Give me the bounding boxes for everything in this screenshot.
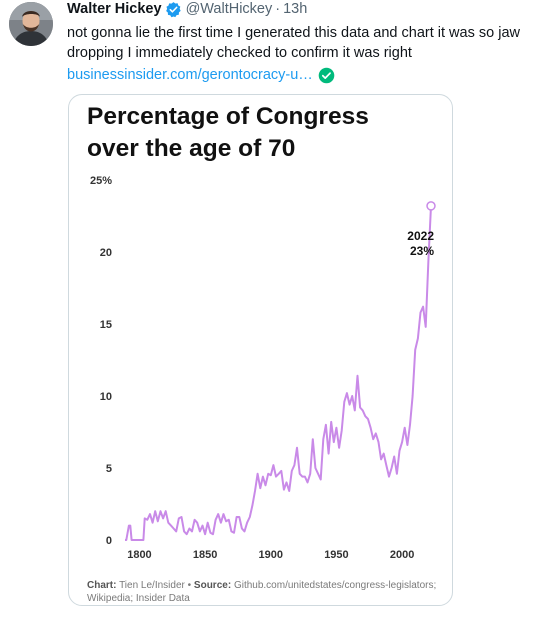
verified-badge-icon [165,1,182,18]
author-name[interactable]: Walter Hickey [67,1,162,17]
author-handle[interactable]: @WaltHickey [185,1,273,17]
latest-point-marker [426,201,436,211]
tweet-timestamp[interactable]: 13h [283,1,308,17]
y-tick-label: 10 [100,391,112,403]
x-tick-label: 1800 [127,549,151,561]
chart-image-card[interactable]: 0 5 10 15 20 25% 1800 1850 1900 1950 2000 2022 23% P… [68,94,453,606]
check-circle-icon [318,67,335,84]
tweet-header: Walter Hickey @WaltHickey · 13h [67,0,537,18]
author-avatar[interactable] [9,2,53,46]
x-tick-label: 1850 [193,549,217,561]
annotation-year-label: 2022 [407,229,434,243]
x-tick-label: 2000 [390,549,414,561]
y-tick-label: 25% [90,175,112,187]
chart-title: Percentage of Congress over the age of 7… [87,103,369,162]
x-tick-label: 1950 [324,549,348,561]
annotation-value-label: 23% [410,244,434,258]
chart-credit-label: Chart: [87,580,117,591]
source-label: Source: [193,580,232,591]
y-tick-label: 0 [106,535,112,547]
tweet-text: not gonna lie the first time I generated… [67,25,520,61]
tweet: Walter Hickey @WaltHickey · 13h not gonn… [67,0,537,85]
x-tick-label: 1900 [259,549,283,561]
footer-bullet: • [187,580,192,591]
y-tick-label: 15 [100,319,112,331]
y-tick-label: 5 [106,463,112,475]
separator-dot: · [275,1,281,17]
tweet-link-row: businessinsider.com/gerontocracy-u… [67,65,537,85]
series-line [125,205,432,541]
source-text: Github.com/unitedstates/congress-legisla… [87,580,437,604]
chart-footer: Chart: Tien Le/Insider • Source: Github.… [87,579,437,605]
article-link[interactable]: businessinsider.com/gerontocracy-u… [67,67,313,83]
y-tick-label: 20 [100,247,112,259]
chart-credit: Tien Le/Insider [119,580,185,591]
